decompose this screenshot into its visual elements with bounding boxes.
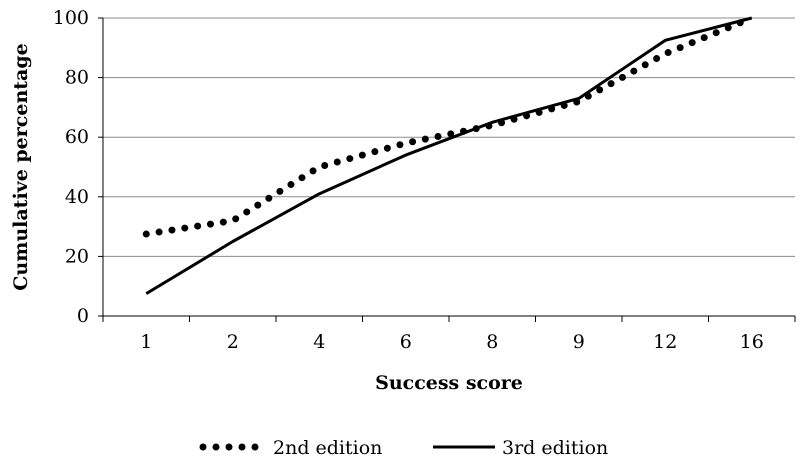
x-tick-labels: 1 2 4 6 8 9 12 16 — [102, 316, 796, 353]
y-tick-label: 20 — [65, 245, 89, 267]
y-tick-labels: 0 20 40 60 80 100 — [53, 7, 103, 327]
legend-label-3rd-edition: 3rd edition — [502, 437, 608, 459]
legend: 2nd edition 3rd edition — [199, 437, 608, 459]
x-tick-label: 9 — [573, 331, 585, 353]
x-tick-label: 2 — [227, 331, 239, 353]
y-tick-label: 100 — [53, 7, 89, 29]
y-tick-label: 40 — [65, 186, 89, 208]
x-tick-label: 8 — [486, 331, 498, 353]
series-layer — [142, 14, 756, 295]
x-tick-label: 6 — [400, 331, 412, 353]
series-line-1 — [142, 14, 756, 238]
x-tick-label: 12 — [653, 331, 677, 353]
x-axis-title: Success score — [375, 372, 523, 394]
x-tick-label: 1 — [140, 331, 152, 353]
axes — [102, 18, 795, 317]
y-tick-label: 60 — [65, 126, 89, 148]
series-line-2 — [145, 16, 753, 295]
y-axis-title: Cumulative percentage — [10, 43, 32, 290]
legend-label-2nd-edition: 2nd edition — [273, 437, 382, 459]
y-tick-label: 0 — [77, 305, 89, 327]
x-tick-label: 16 — [740, 331, 764, 353]
x-tick-label: 4 — [313, 331, 325, 353]
y-tick-label: 80 — [65, 67, 89, 89]
